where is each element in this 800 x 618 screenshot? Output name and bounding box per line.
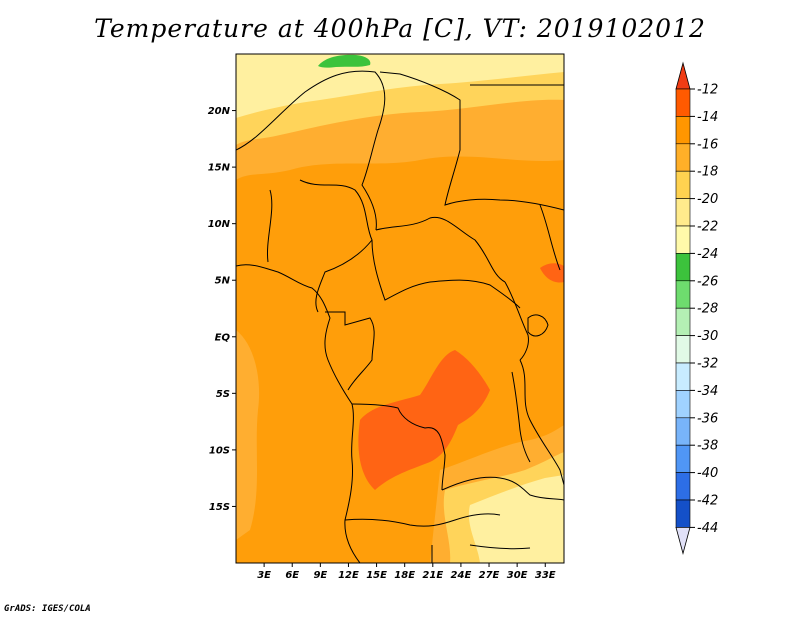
lon-tick-label: 15E bbox=[366, 570, 387, 581]
lon-tick-label: 3E bbox=[257, 570, 271, 581]
lon-tick-label: 12E bbox=[338, 570, 359, 581]
border-east bbox=[504, 204, 561, 361]
lon-tick-label: 21E bbox=[422, 570, 443, 581]
colorbar-label: -12 bbox=[697, 83, 718, 98]
lat-tick-label: 20N bbox=[208, 106, 231, 117]
lon-tick-label: 18E bbox=[394, 570, 415, 581]
colorbar-swatch bbox=[675, 198, 691, 227]
colorbar-label: -42 bbox=[697, 494, 718, 509]
lon-tick-label: 6E bbox=[285, 570, 299, 581]
colorbar-swatch bbox=[675, 143, 691, 172]
border-drc-angola bbox=[351, 403, 446, 491]
field-warm-core bbox=[358, 350, 490, 490]
map-frame bbox=[235, 53, 565, 564]
colorbar-swatch bbox=[675, 499, 691, 528]
colorbar-label: -20 bbox=[697, 192, 718, 207]
colorbar-swatch bbox=[675, 225, 691, 254]
field-mid-band-west bbox=[236, 330, 260, 540]
lat-tick-label: 15N bbox=[208, 163, 231, 174]
colorbar-label: -24 bbox=[697, 247, 718, 262]
lon-tick-label: 9E bbox=[313, 570, 327, 581]
colorbar-swatch bbox=[675, 170, 691, 199]
longitude-axis: 3E 6E 9E 12E 15E 18E 21E 24E 27E 30E 33E bbox=[257, 563, 556, 581]
colorbar-swatch bbox=[675, 444, 691, 473]
border-chad-car bbox=[375, 216, 506, 283]
border-sahel bbox=[236, 70, 386, 231]
lat-tick-label: 10N bbox=[208, 219, 231, 230]
lake-tanganyika-border bbox=[511, 371, 531, 463]
country-borders bbox=[236, 70, 564, 563]
colorbar-swatch bbox=[675, 362, 691, 391]
colorbar-label: -22 bbox=[697, 220, 718, 235]
lake-victoria-border bbox=[527, 314, 549, 337]
colorbar-label: -44 bbox=[697, 521, 718, 536]
field-cold-patch bbox=[318, 54, 371, 68]
lon-tick-label: 27E bbox=[479, 570, 500, 581]
field-pale-band-north bbox=[236, 54, 564, 118]
latitude-axis: 20N 15N 10N 5N EQ 5S 10S 15S bbox=[208, 106, 236, 513]
lat-tick-label: EQ bbox=[215, 332, 231, 343]
colorbar-label: -34 bbox=[697, 384, 718, 399]
colorbar-label: -28 bbox=[697, 302, 718, 317]
lon-tick-label: 30E bbox=[507, 570, 528, 581]
colorbar-label: -30 bbox=[697, 329, 718, 344]
temperature-field bbox=[236, 54, 564, 563]
lat-tick-label: 10S bbox=[209, 445, 230, 456]
colorbar-swatch bbox=[675, 253, 691, 282]
chart-title: Temperature at 400hPa [C], VT: 201910201… bbox=[94, 14, 706, 43]
colorbar: -12 -14 -16 -18 -20 -22 -24 -26 -28 -30 -32 -34 -36 -… bbox=[675, 61, 718, 555]
coastline-east-africa bbox=[519, 359, 564, 486]
colorbar-swatch bbox=[675, 88, 691, 117]
colorbar-label: -26 bbox=[697, 274, 718, 289]
colorbar-swatch bbox=[675, 307, 691, 336]
grads-credit: GrADS: IGES/COLA bbox=[4, 604, 91, 614]
colorbar-label: -16 bbox=[697, 137, 718, 152]
colorbar-label: -14 bbox=[697, 110, 718, 125]
lat-tick-label: 5S bbox=[216, 389, 230, 400]
colorbar-label: -32 bbox=[697, 357, 718, 372]
border-namibia bbox=[344, 513, 531, 563]
lon-tick-label: 33E bbox=[535, 570, 556, 581]
colorbar-swatch bbox=[675, 116, 691, 145]
colorbar-top-triangle bbox=[675, 61, 691, 90]
colorbar-label: -38 bbox=[697, 439, 718, 454]
colorbar-swatch bbox=[675, 417, 691, 446]
coastline-west-africa bbox=[236, 264, 361, 563]
colorbar-swatch bbox=[675, 280, 691, 309]
border-sudan bbox=[444, 84, 564, 211]
lat-tick-label: 5N bbox=[215, 276, 231, 287]
colorbar-swatch bbox=[675, 335, 691, 364]
border-zambia bbox=[441, 476, 564, 501]
border-congo-gabon bbox=[325, 311, 375, 391]
border-north-divide bbox=[379, 71, 461, 110]
border-car-drc bbox=[371, 239, 521, 309]
lon-tick-label: 24E bbox=[451, 570, 472, 581]
colorbar-swatch bbox=[675, 390, 691, 419]
colorbar-label: -40 bbox=[697, 466, 718, 481]
colorbar-label: -36 bbox=[697, 411, 718, 426]
colorbar-bottom-triangle bbox=[675, 527, 691, 555]
colorbar-label: -18 bbox=[697, 165, 718, 180]
colorbar-swatch bbox=[675, 472, 691, 501]
field-warm-patch-east bbox=[540, 263, 564, 283]
lat-tick-label: 15S bbox=[209, 502, 230, 513]
